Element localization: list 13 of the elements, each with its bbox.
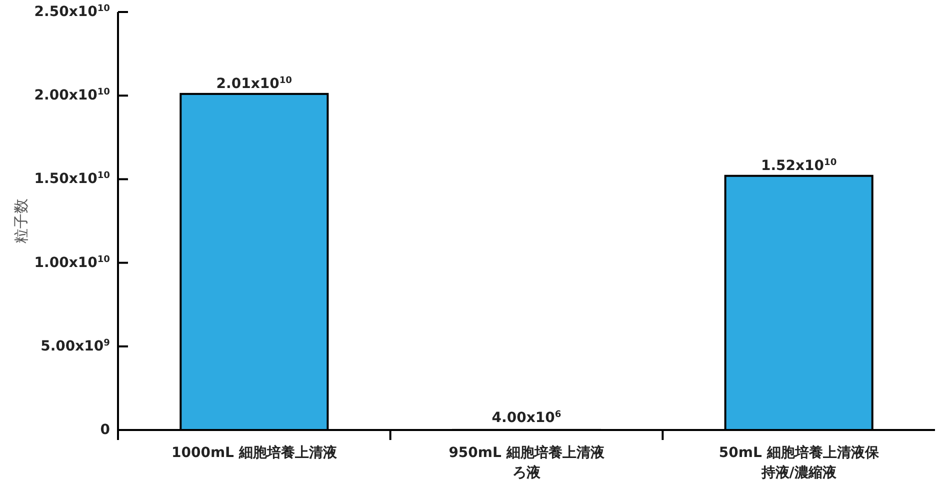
y-axis-title: 粒子数 <box>12 198 30 244</box>
y-tick-label: 5.00x10$^{9}$ <box>40 338 110 354</box>
y-tick-label: 1.50x10$^{10}$ <box>34 171 110 188</box>
x-tick-label: 950mL 細胞培養上清液ろ液 <box>448 444 606 481</box>
x-tick-label: 1000mL 細胞培養上清液 <box>171 444 338 461</box>
x-tick-label: 50mL 細胞培養上清液保持液/濃縮液 <box>718 444 880 481</box>
y-tick-label: 0 <box>100 422 110 438</box>
data-label: 4.00x10$^{6}$ <box>492 410 562 426</box>
y-tick-label: 2.50x10$^{10}$ <box>34 4 110 20</box>
y-tick-label: 1.00x10$^{10}$ <box>34 254 110 271</box>
y-tick-label: 2.00x10$^{10}$ <box>34 88 110 104</box>
data-label: 2.01x10$^{10}$ <box>216 76 292 92</box>
data-label: 1.52x10$^{10}$ <box>760 158 837 174</box>
